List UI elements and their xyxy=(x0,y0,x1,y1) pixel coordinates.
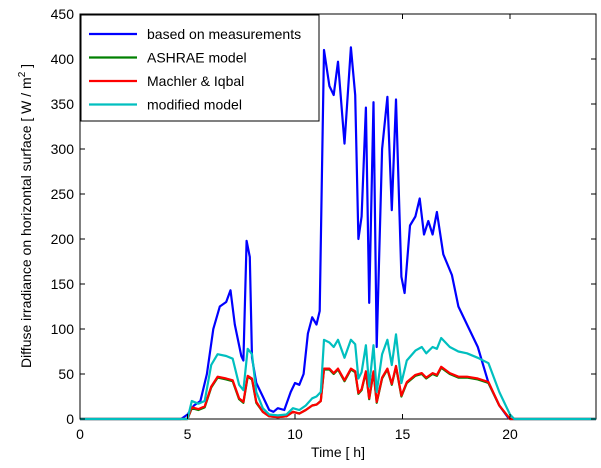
y-tick-label-7: 350 xyxy=(51,96,75,112)
legend-label-0: based on measurements xyxy=(147,26,301,42)
x-tick-label-0: 0 xyxy=(76,426,84,442)
y-tick-label-2: 100 xyxy=(51,321,75,337)
y-tick-label-0: 0 xyxy=(66,411,74,427)
series-line-2 xyxy=(80,364,596,421)
y-axis-label-suffix: ] xyxy=(18,64,34,72)
y-tick-label-6: 300 xyxy=(51,141,75,157)
y-tick-label-8: 400 xyxy=(51,51,75,67)
legend: based on measurements ASHRAE model Machler… xyxy=(80,14,320,122)
y-tick-label-3: 150 xyxy=(51,276,75,292)
series-layer xyxy=(80,46,596,421)
y-tick-label-1: 50 xyxy=(58,366,74,382)
x-tick-label-1: 5 xyxy=(184,426,192,442)
y-axis-label: Diffuse irradiance on horizontal surface… xyxy=(17,64,34,368)
y-tick-label-5: 250 xyxy=(51,186,75,202)
series-line-0 xyxy=(80,46,596,421)
x-tick-label-3: 15 xyxy=(395,426,411,442)
legend-label-2: Machler & Iqbal xyxy=(147,73,244,89)
x-tick-label-2: 10 xyxy=(287,426,303,442)
legend-label-1: ASHRAE model xyxy=(147,50,247,66)
legend-box xyxy=(80,14,320,122)
x-tick-label-4: 20 xyxy=(502,426,518,442)
y-axis-label-superscript: 2 xyxy=(17,71,28,77)
legend-label-3: modified model xyxy=(147,97,242,113)
y-tick-label-4: 200 xyxy=(51,231,75,247)
y-axis-label-main: Diffuse irradiance on horizontal surface… xyxy=(18,77,34,368)
y-tick-label-9: 450 xyxy=(51,6,75,22)
series-line-3 xyxy=(80,333,596,421)
x-axis-label: Time [ h] xyxy=(311,444,365,460)
